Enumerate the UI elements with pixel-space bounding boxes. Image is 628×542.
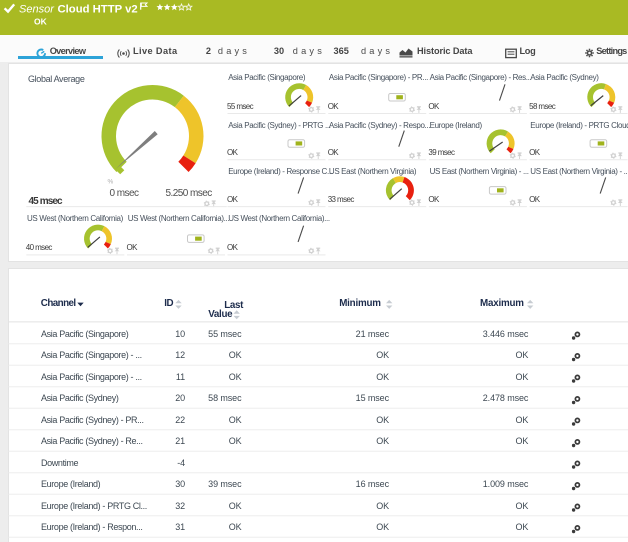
svg-text:Sensor: Sensor <box>19 3 55 15</box>
svg-text:OK: OK <box>34 16 48 26</box>
svg-text:Cloud HTTP v2: Cloud HTTP v2 <box>58 3 138 15</box>
svg-text:%: % <box>108 179 114 186</box>
